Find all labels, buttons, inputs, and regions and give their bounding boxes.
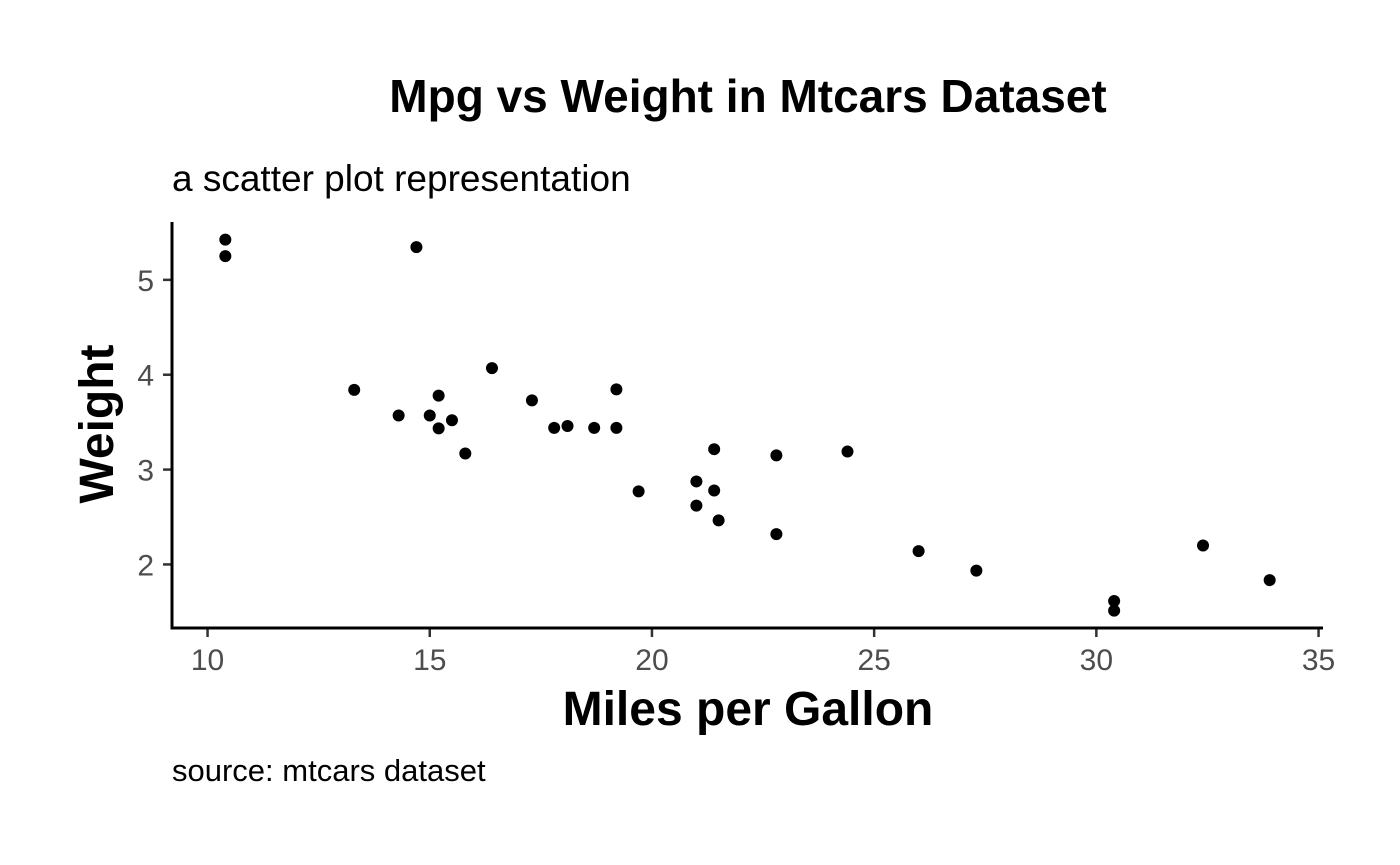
y-tick-label: 4 <box>137 360 154 393</box>
y-axis-ticks: 2 3 4 5 <box>137 265 172 582</box>
x-axis-ticks: 10 15 20 25 30 35 <box>191 628 1335 677</box>
x-tick-label: 30 <box>1080 644 1113 677</box>
y-tick-label: 3 <box>137 455 154 488</box>
x-tick-label: 15 <box>413 644 446 677</box>
chart-subtitle: a scatter plot representation <box>172 158 631 199</box>
x-tick-label: 25 <box>857 644 890 677</box>
data-point <box>1197 539 1210 552</box>
chart-caption: source: mtcars dataset <box>172 753 486 788</box>
y-tick-label: 5 <box>137 265 154 298</box>
data-point <box>432 422 445 435</box>
data-point <box>485 362 498 375</box>
data-point <box>348 383 361 396</box>
data-point <box>970 564 983 577</box>
data-point <box>610 383 623 396</box>
data-point <box>548 421 561 434</box>
data-point <box>610 421 623 434</box>
data-point <box>588 421 601 434</box>
data-point <box>410 241 423 254</box>
x-tick-label: 20 <box>635 644 668 677</box>
data-point <box>561 419 574 432</box>
data-point <box>219 250 232 263</box>
data-point <box>690 475 703 488</box>
data-point <box>445 414 458 427</box>
y-axis-title: Weight <box>71 344 124 503</box>
data-point <box>1108 594 1121 607</box>
data-point <box>1263 574 1276 587</box>
data-point <box>712 514 725 527</box>
x-axis-title: Miles per Gallon <box>563 683 934 736</box>
data-point <box>841 445 854 458</box>
data-point <box>219 233 232 246</box>
data-point <box>770 449 783 462</box>
data-point <box>632 485 645 498</box>
data-point <box>690 499 703 512</box>
data-point <box>459 447 472 460</box>
data-point <box>392 409 405 422</box>
x-tick-label: 35 <box>1302 644 1335 677</box>
data-point <box>708 484 721 497</box>
data-point <box>708 443 721 456</box>
y-tick-label: 2 <box>137 549 154 582</box>
data-point <box>770 528 783 541</box>
data-points <box>219 233 1276 617</box>
data-point <box>525 394 538 407</box>
data-point <box>432 389 445 402</box>
data-point <box>423 409 436 422</box>
data-point <box>912 545 925 558</box>
data-point <box>1108 604 1121 617</box>
plot-area: 2 3 4 5 10 15 20 25 30 35 <box>137 222 1335 677</box>
chart-title: Mpg vs Weight in Mtcars Dataset <box>389 70 1106 122</box>
x-tick-label: 10 <box>191 644 224 677</box>
